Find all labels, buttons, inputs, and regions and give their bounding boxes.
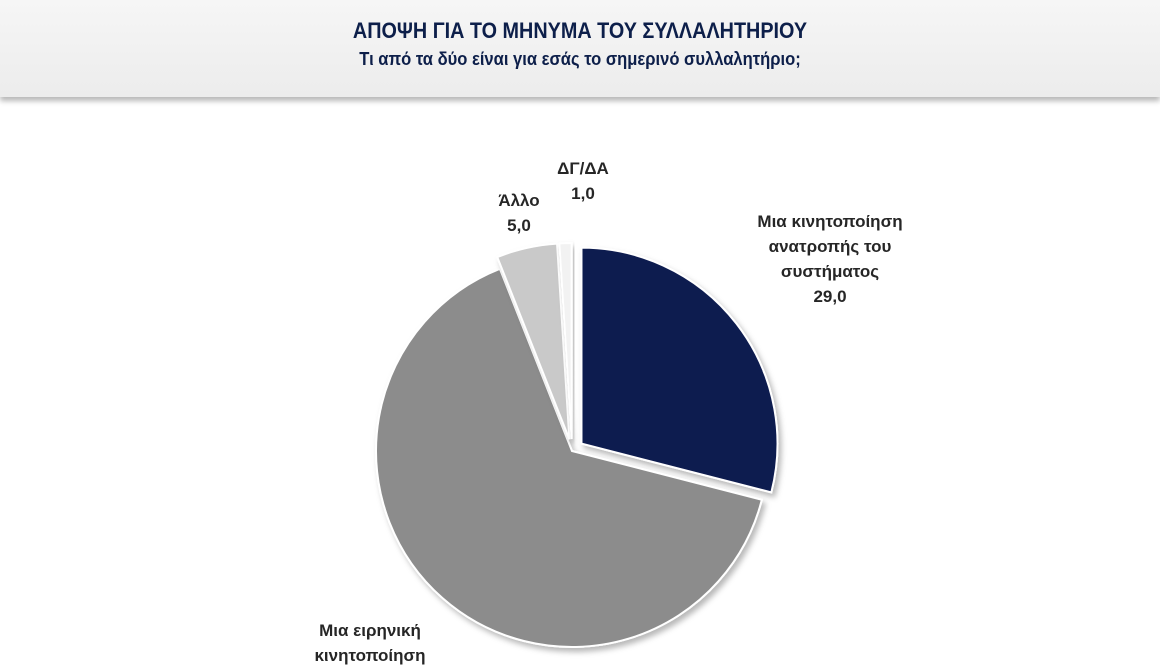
- slice-label-peaceful: Μια ειρηνική κινητοποίηση: [314, 621, 426, 665]
- chart-subtitle: Τι από τα δύο είναι για εσάς το σημερινό…: [359, 49, 801, 69]
- chart-header: ΑΠΟΨΗ ΓΙΑ ΤΟ ΜΗΝΥΜΑ ΤΟΥ ΣΥΛΛΑΛΗΤΗΡΙΟΥ Τι…: [0, 0, 1160, 97]
- slice-label-other: Άλλο 5,0: [484, 188, 554, 238]
- pie-slice-other: [495, 242, 571, 440]
- pie-slice-peaceful: [375, 267, 764, 648]
- slice-value-overthrow: 29,0: [813, 287, 847, 306]
- slice-label-overthrow: Μια κινητοποίηση ανατροπής του συστήματο…: [725, 209, 935, 309]
- pie-slice-overthrow: [580, 246, 779, 494]
- slice-value-dk-na: 1,0: [571, 184, 595, 203]
- chart-title: ΑΠΟΨΗ ΓΙΑ ΤΟ ΜΗΝΥΜΑ ΤΟΥ ΣΥΛΛΑΛΗΤΗΡΙΟΥ: [352, 18, 808, 43]
- pie-slice-dk-na: [558, 242, 573, 440]
- slice-label-dk-na: ΔΓ/ΔΑ 1,0: [545, 156, 621, 206]
- slice-value-other: 5,0: [507, 216, 531, 235]
